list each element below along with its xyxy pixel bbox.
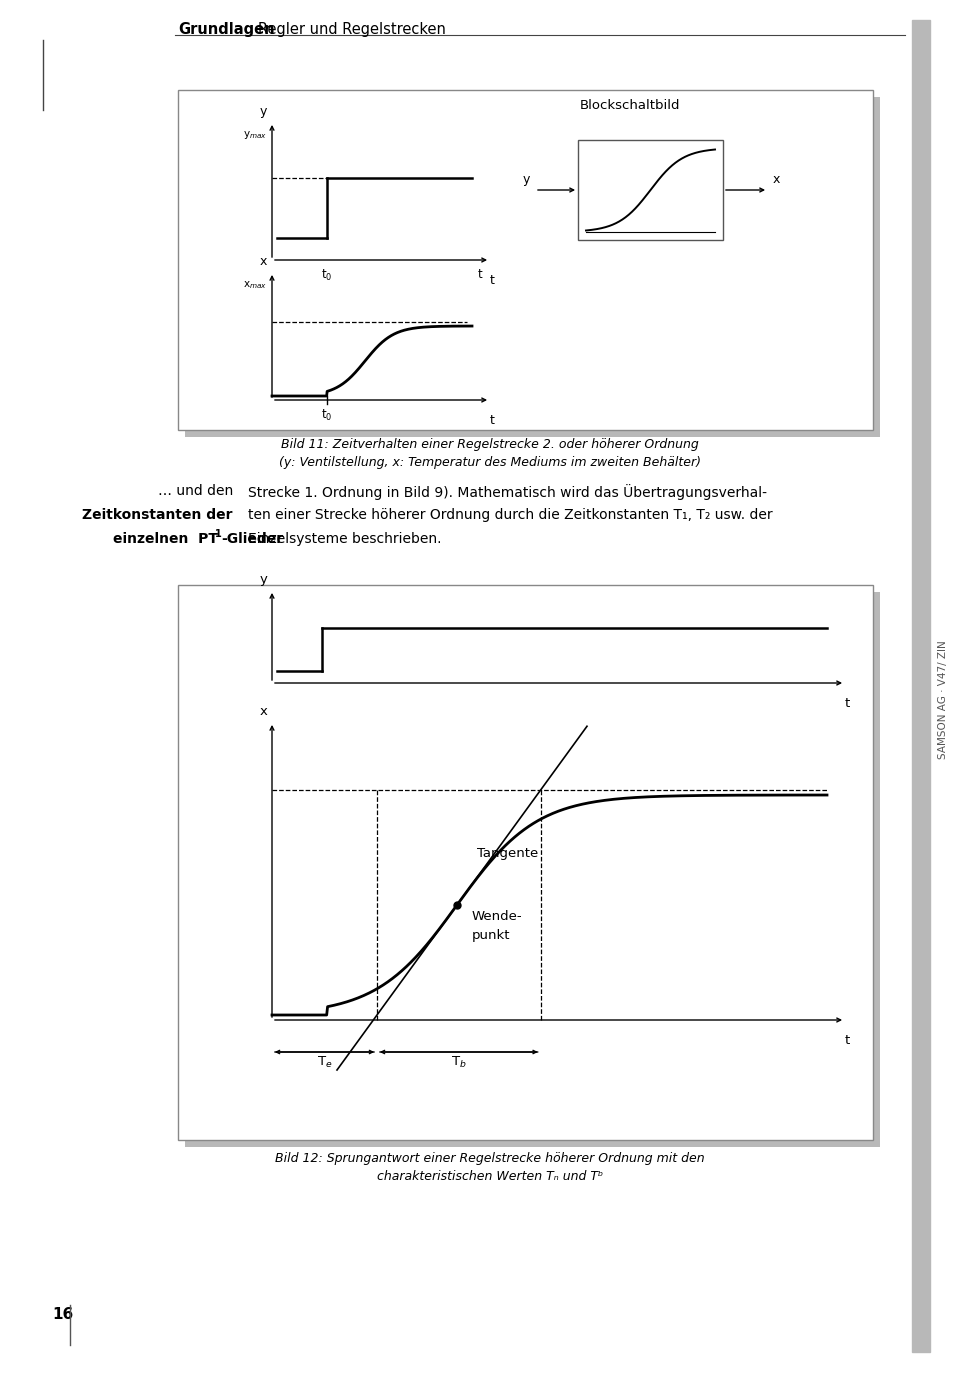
Text: Grundlagen: Grundlagen bbox=[178, 22, 275, 37]
Text: 16: 16 bbox=[52, 1307, 73, 1322]
Text: x$_{max}$: x$_{max}$ bbox=[243, 279, 267, 291]
Text: SAMSON AG · V47/ ZIN: SAMSON AG · V47/ ZIN bbox=[938, 640, 948, 759]
Text: punkt: punkt bbox=[472, 929, 511, 943]
Text: Regler und Regelstrecken: Regler und Regelstrecken bbox=[258, 22, 445, 37]
Text: Einzelsysteme beschrieben.: Einzelsysteme beschrieben. bbox=[248, 533, 442, 546]
Text: t: t bbox=[845, 697, 850, 709]
Text: y: y bbox=[522, 172, 530, 186]
Text: t$_0$: t$_0$ bbox=[322, 268, 333, 283]
Bar bbox=[912, 19, 930, 1352]
Text: y: y bbox=[259, 573, 267, 586]
Text: Zeitkonstanten der: Zeitkonstanten der bbox=[83, 508, 233, 522]
Text: Blockschaltbild: Blockschaltbild bbox=[580, 99, 681, 112]
Text: t$_0$: t$_0$ bbox=[322, 408, 333, 424]
Bar bbox=[185, 592, 880, 1147]
Bar bbox=[178, 585, 873, 1140]
Text: einzelnen  PT: einzelnen PT bbox=[113, 533, 218, 546]
Text: … und den: … und den bbox=[157, 484, 233, 498]
Text: Tangente: Tangente bbox=[477, 847, 539, 860]
Text: Bild 11: Zeitverhalten einer Regelstrecke 2. oder höherer Ordnung: Bild 11: Zeitverhalten einer Regelstreck… bbox=[281, 437, 699, 451]
Text: Strecke 1. Ordnung in Bild 9). Mathematisch wird das Übertragungsverhal-: Strecke 1. Ordnung in Bild 9). Mathemati… bbox=[248, 484, 767, 500]
Text: t: t bbox=[490, 275, 494, 287]
Text: y: y bbox=[259, 105, 267, 119]
Text: t: t bbox=[845, 1034, 850, 1047]
Text: Wende-: Wende- bbox=[472, 909, 522, 923]
Text: ten einer Strecke höherer Ordnung durch die Zeitkonstanten T₁, T₂ usw. der: ten einer Strecke höherer Ordnung durch … bbox=[248, 508, 773, 522]
Text: Bild 12: Sprungantwort einer Regelstrecke höherer Ordnung mit den: Bild 12: Sprungantwort einer Regelstreck… bbox=[276, 1152, 705, 1165]
Text: T$_b$: T$_b$ bbox=[451, 1054, 467, 1070]
Text: t: t bbox=[490, 414, 494, 426]
Bar bbox=[178, 90, 873, 431]
Bar bbox=[578, 139, 723, 240]
Text: charakteristischen Werten Tₙ und Tᵇ: charakteristischen Werten Tₙ und Tᵇ bbox=[377, 1170, 603, 1183]
Text: 1: 1 bbox=[215, 529, 222, 540]
Bar bbox=[185, 97, 880, 437]
Text: y$_{max}$: y$_{max}$ bbox=[243, 128, 267, 141]
Text: x: x bbox=[259, 705, 267, 718]
Text: x: x bbox=[773, 172, 780, 186]
Text: -Glieder: -Glieder bbox=[221, 533, 283, 546]
Text: t: t bbox=[478, 268, 482, 282]
Text: x: x bbox=[259, 255, 267, 268]
Text: (y: Ventilstellung, x: Temperatur des Mediums im zweiten Behälter): (y: Ventilstellung, x: Temperatur des Me… bbox=[279, 455, 701, 469]
Text: T$_e$: T$_e$ bbox=[317, 1054, 332, 1070]
